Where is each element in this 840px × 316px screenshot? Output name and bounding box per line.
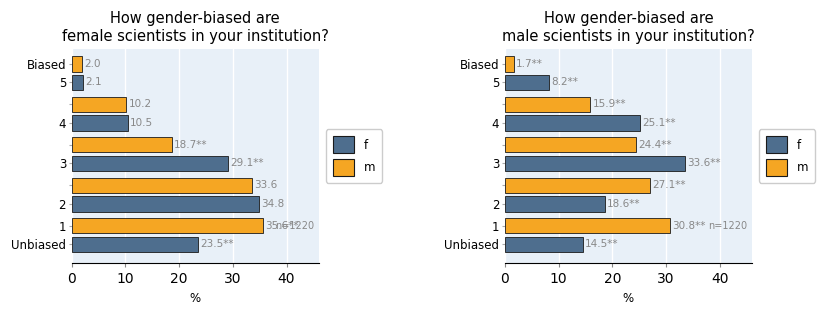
Text: n=1220: n=1220 (275, 221, 314, 231)
X-axis label: %: % (622, 292, 634, 305)
Bar (71, 115, 128, 131)
Bar (505, 115, 640, 131)
Bar (505, 156, 685, 171)
Text: 34.8: 34.8 (260, 199, 284, 209)
Bar (505, 178, 650, 193)
Legend: f, m: f, m (326, 129, 382, 183)
Text: 2.1: 2.1 (85, 77, 102, 88)
Bar (505, 137, 636, 152)
Bar (71, 97, 127, 112)
Text: 2.0: 2.0 (85, 59, 101, 69)
Text: 27.1**: 27.1** (653, 180, 686, 190)
Bar (505, 56, 514, 71)
Bar (71, 237, 198, 252)
Text: 35.6**: 35.6** (265, 221, 298, 231)
Bar (71, 218, 263, 233)
Legend: f, m: f, m (759, 129, 815, 183)
Text: 18.6**: 18.6** (607, 199, 640, 209)
Bar (71, 56, 82, 71)
X-axis label: %: % (190, 292, 201, 305)
Bar (505, 75, 549, 90)
Text: 8.2**: 8.2** (551, 77, 578, 88)
Bar (505, 237, 583, 252)
Bar (71, 137, 172, 152)
Text: 23.5**: 23.5** (200, 239, 234, 249)
Text: 10.5: 10.5 (130, 118, 154, 128)
Text: 25.1**: 25.1** (642, 118, 675, 128)
Title: How gender-biased are
male scientists in your institution?: How gender-biased are male scientists in… (502, 11, 755, 44)
Title: How gender-biased are
female scientists in your institution?: How gender-biased are female scientists … (62, 11, 328, 44)
Bar (505, 97, 591, 112)
Bar (505, 196, 605, 211)
Bar (71, 75, 83, 90)
Bar (71, 178, 252, 193)
Text: 33.6: 33.6 (255, 180, 277, 190)
Text: 15.9**: 15.9** (592, 99, 626, 109)
Text: 29.1**: 29.1** (230, 158, 264, 168)
Text: 14.5**: 14.5** (585, 239, 618, 249)
Bar (71, 196, 259, 211)
Bar (505, 218, 670, 233)
Text: 1.7**: 1.7** (516, 59, 543, 69)
Text: 33.6**: 33.6** (687, 158, 721, 168)
Text: n=1220: n=1220 (708, 221, 747, 231)
Text: 30.8**: 30.8** (673, 221, 706, 231)
Bar (71, 156, 228, 171)
Text: 24.4**: 24.4** (638, 140, 671, 150)
Text: 10.2: 10.2 (129, 99, 152, 109)
Text: 18.7**: 18.7** (174, 140, 207, 150)
